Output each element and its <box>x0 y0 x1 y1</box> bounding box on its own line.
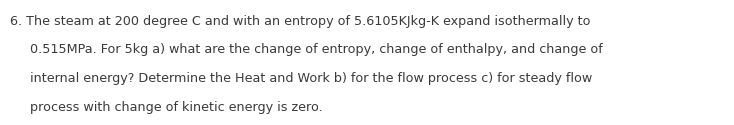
Text: process with change of kinetic energy is zero.: process with change of kinetic energy is… <box>10 101 322 114</box>
Text: internal energy? Determine the Heat and Work b) for the flow process c) for stea: internal energy? Determine the Heat and … <box>10 72 592 85</box>
Text: 6. The steam at 200 degree C and with an entropy of 5.6105KJkg-K expand isotherm: 6. The steam at 200 degree C and with an… <box>10 14 590 28</box>
Text: 0.515MPa. For 5kg a) what are the change of entropy, change of enthalpy, and cha: 0.515MPa. For 5kg a) what are the change… <box>10 43 603 56</box>
